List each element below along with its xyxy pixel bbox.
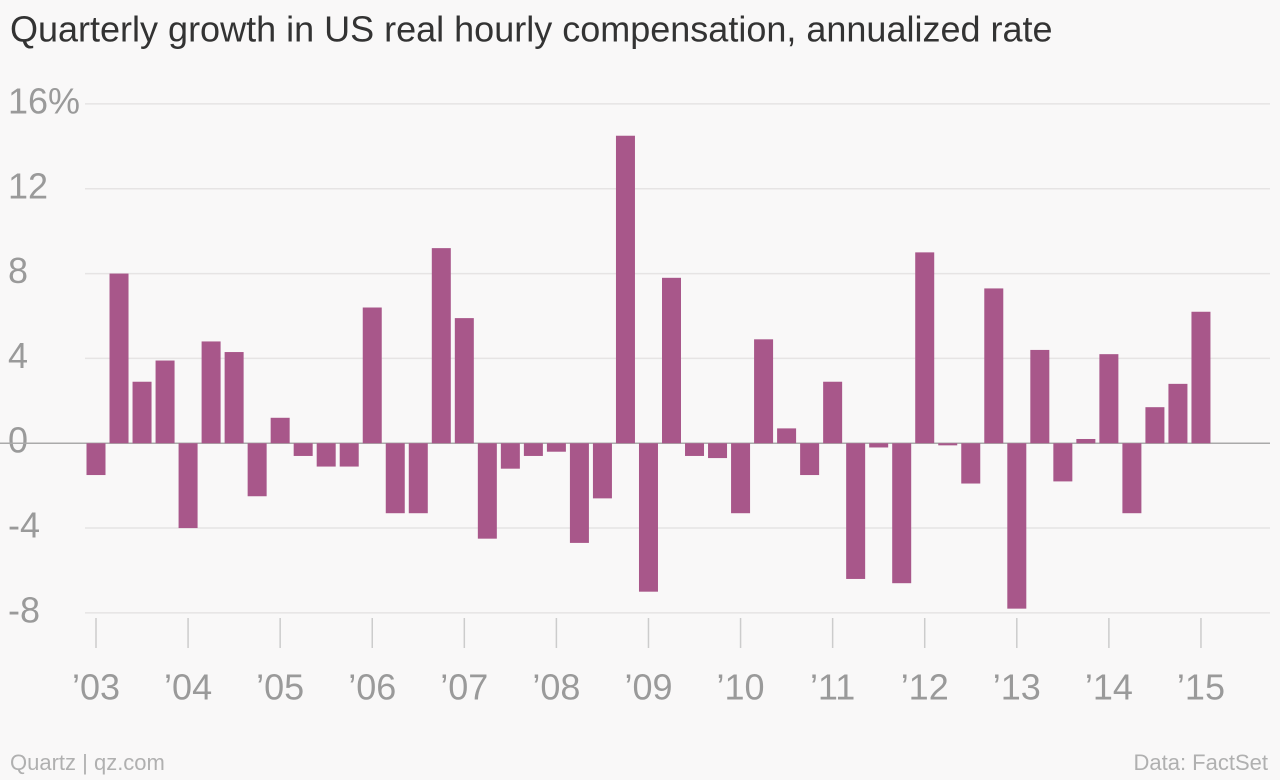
x-tick-label: ’08 (532, 667, 580, 708)
source: Data: FactSet (1133, 750, 1268, 775)
bar (615, 135, 635, 444)
bar (731, 443, 751, 514)
y-tick-label: 12 (8, 165, 48, 206)
bar (86, 443, 106, 476)
bar (431, 248, 451, 444)
y-tick-label: 4 (8, 335, 28, 376)
chart-title: Quarterly growth in US real hourly compe… (10, 9, 1053, 50)
bar (385, 443, 405, 514)
bar (523, 443, 543, 456)
y-tick-label: 8 (8, 250, 28, 291)
bar (569, 443, 589, 543)
bar (662, 277, 681, 444)
bar (846, 443, 866, 579)
bar (500, 443, 520, 469)
bar (938, 443, 958, 446)
bar (1191, 311, 1211, 444)
bar (1076, 438, 1096, 444)
x-tick-label: ’15 (1177, 667, 1225, 708)
bar (316, 443, 336, 467)
bar (109, 273, 129, 444)
bar (685, 443, 705, 456)
y-tick-label: 0 (8, 420, 28, 461)
x-tick-label: ’13 (993, 667, 1041, 708)
bar (984, 288, 1004, 444)
bar (477, 443, 497, 539)
x-tick-label: ’03 (72, 667, 120, 708)
bar (546, 443, 566, 452)
bar (132, 381, 152, 444)
bar (454, 318, 474, 444)
bar (1145, 407, 1165, 444)
bar (800, 443, 820, 476)
bar (638, 443, 658, 592)
bar (777, 428, 797, 444)
x-tick-label: ’10 (717, 667, 765, 708)
bar (708, 443, 728, 459)
y-tick-label: -8 (8, 589, 40, 630)
bar (1053, 443, 1073, 482)
bar (823, 381, 843, 444)
x-tick-label: ’06 (348, 667, 396, 708)
bar (915, 252, 935, 444)
bar (869, 443, 889, 448)
bar (270, 417, 290, 444)
x-tick-label: ’12 (901, 667, 949, 708)
bar (1122, 443, 1142, 514)
y-tick-label: 16% (8, 80, 80, 121)
bar (155, 360, 175, 444)
bar (247, 443, 267, 497)
x-tick-label: ’11 (810, 667, 855, 708)
bar (1007, 443, 1027, 609)
bar (362, 307, 382, 444)
x-tick-label: ’05 (256, 667, 304, 708)
x-tick-label: ’14 (1085, 667, 1133, 708)
bar (1030, 349, 1050, 444)
bar (592, 443, 612, 499)
bar (892, 443, 912, 584)
x-tick-label: ’07 (440, 667, 488, 708)
bar (1099, 354, 1119, 444)
bar (754, 339, 774, 444)
bar (408, 443, 428, 514)
bar (201, 341, 221, 444)
bar (1168, 383, 1188, 444)
y-tick-label: -4 (8, 505, 40, 546)
bar (961, 443, 981, 484)
bar (339, 443, 359, 467)
bar (293, 443, 313, 456)
x-tick-label: ’09 (624, 667, 672, 708)
bar (178, 443, 198, 529)
x-tick-label: ’04 (164, 667, 212, 708)
credit: Quartz | qz.com (10, 750, 165, 775)
bar (224, 352, 244, 444)
